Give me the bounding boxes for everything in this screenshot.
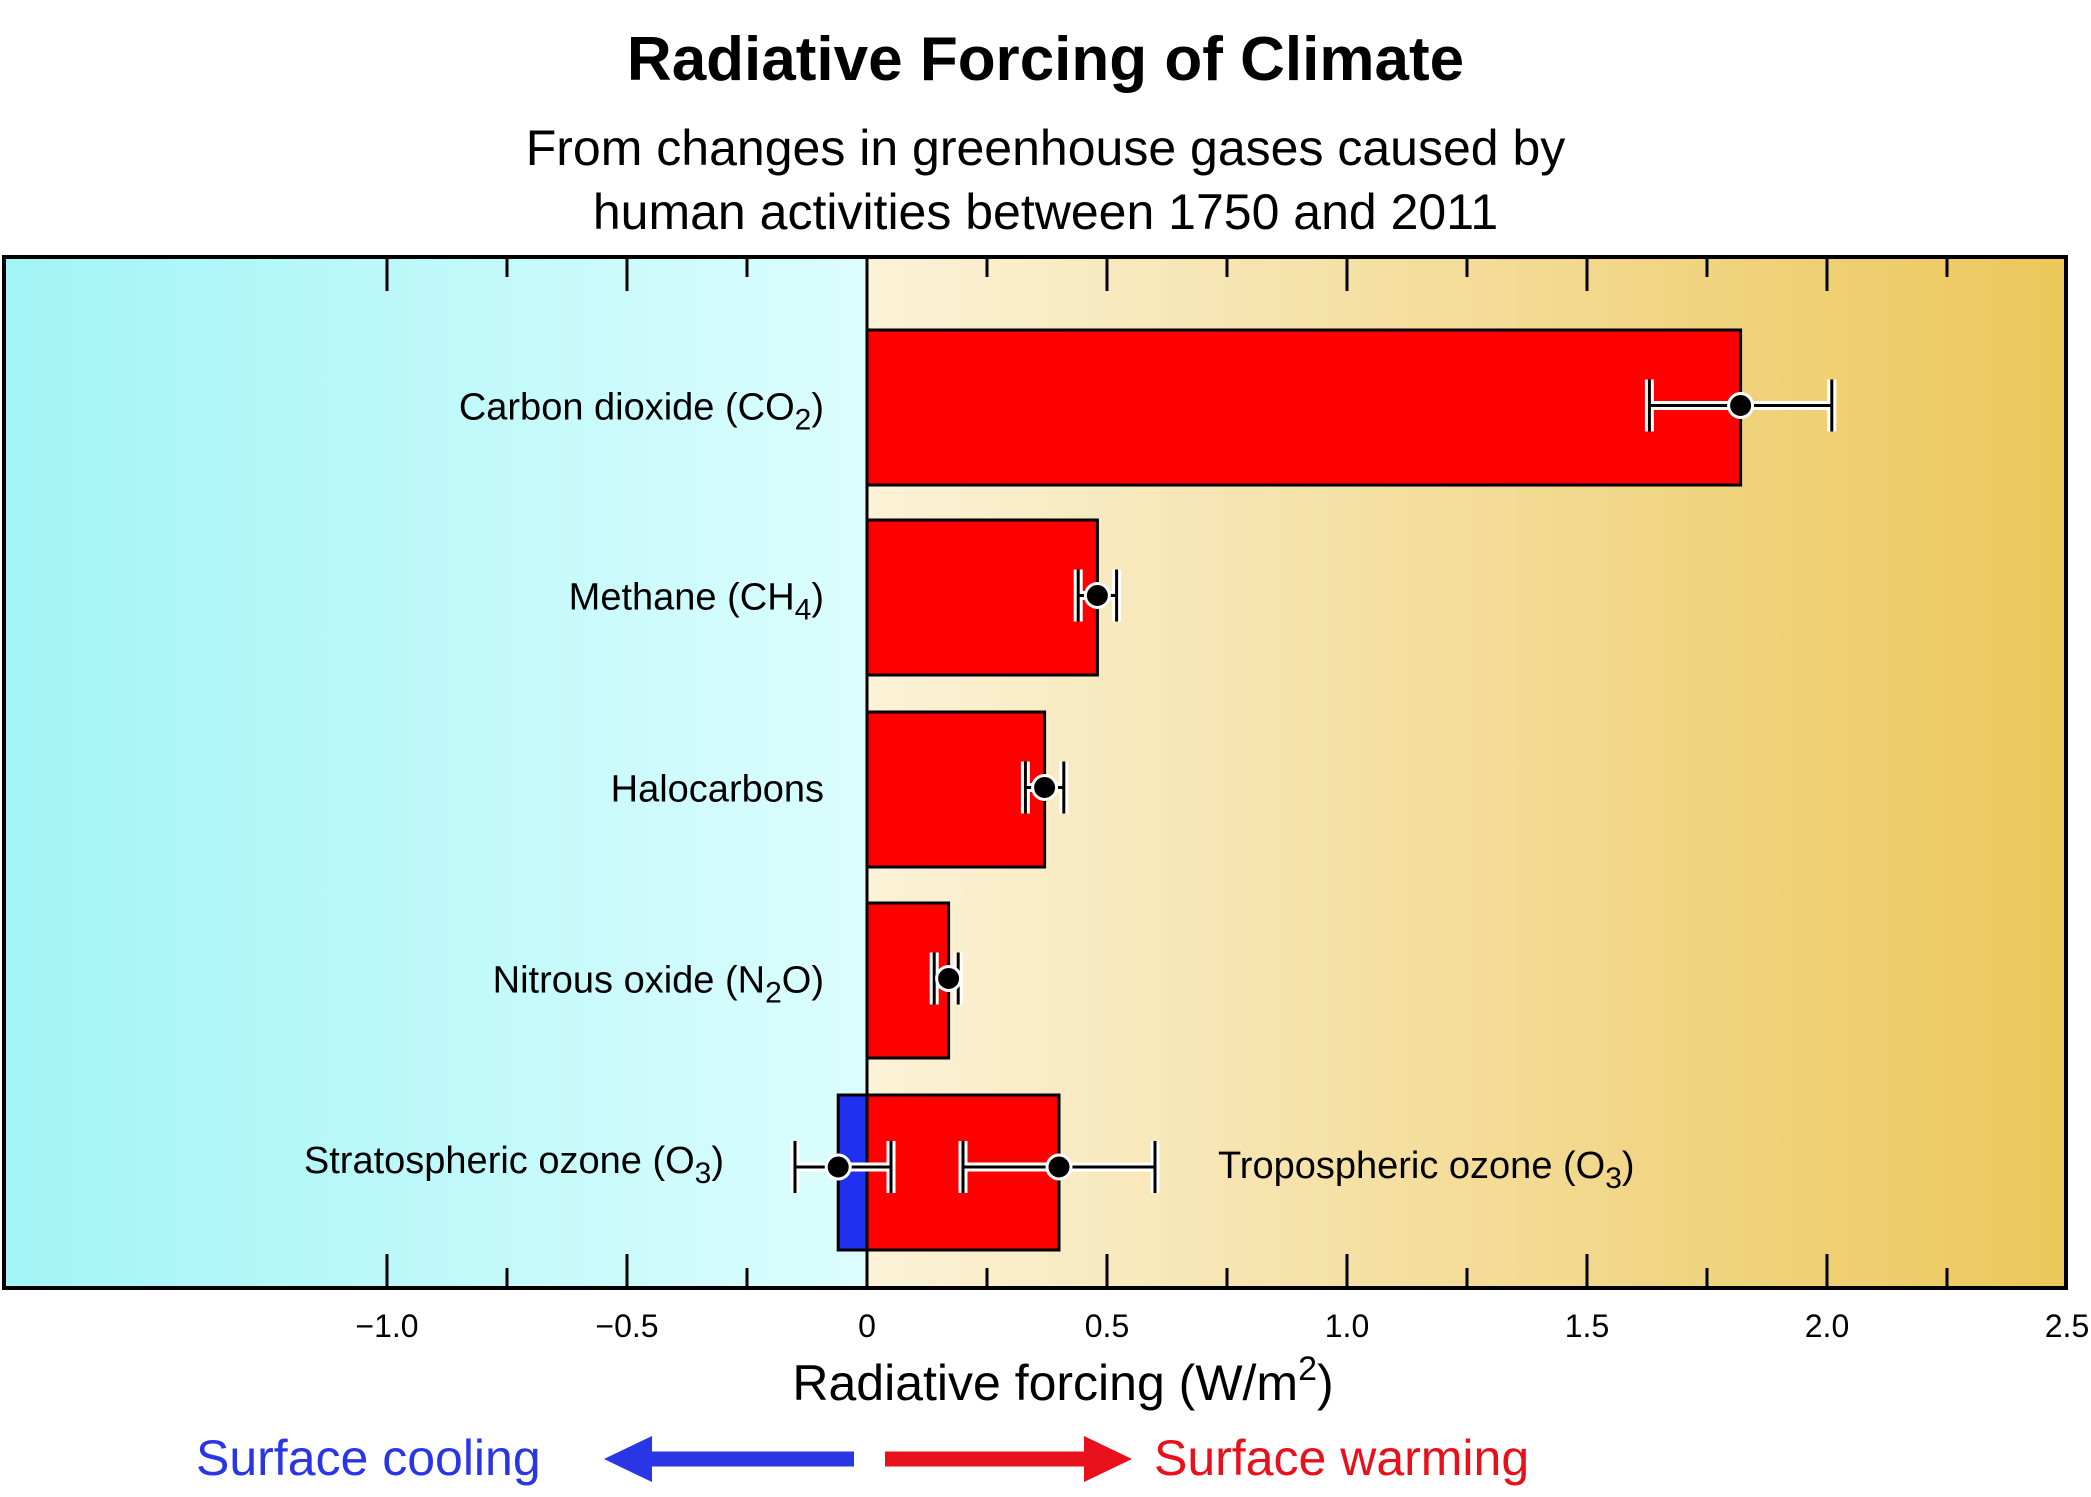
halocarbons-label: Halocarbons	[611, 769, 824, 811]
methane-value-dot	[1083, 582, 1111, 609]
x-axis-label: Radiative forcing (W/m2)	[792, 1350, 1333, 1411]
tick-label: −1.0	[355, 1308, 418, 1344]
halocarbons-bar	[865, 710, 1047, 869]
carbon-dioxide-label: Carbon dioxide (CO2)	[459, 387, 824, 437]
nitrous-oxide-label: Nitrous oxide (N2O)	[493, 960, 824, 1010]
chart-title: Radiative Forcing of Climate	[626, 25, 1465, 94]
methane-bar	[865, 518, 1099, 677]
subtitle-line-1: From changes in greenhouse gases caused …	[525, 120, 1566, 176]
surface-cooling-label: Surface cooling	[196, 1430, 541, 1486]
surface-warming-label: Surface warming	[1154, 1430, 1530, 1486]
tick-label: 1.0	[1325, 1308, 1369, 1344]
carbon-dioxide-value-dot	[1727, 392, 1755, 419]
cooling-arrowhead	[604, 1436, 652, 1482]
tick-label: 1.5	[1565, 1308, 1609, 1344]
tick-label: 0	[858, 1308, 876, 1344]
tick-label: 0.5	[1085, 1308, 1129, 1344]
tropospheric-ozone-label: Tropospheric ozone (O3)	[1218, 1145, 1635, 1195]
plot-frame	[2, 255, 2068, 1290]
tropospheric-ozone-value-dot	[1045, 1153, 1073, 1181]
stratospheric-ozone-label: Stratospheric ozone (O3)	[304, 1140, 724, 1190]
tick-label: 2.0	[1805, 1308, 1849, 1344]
subtitle-line-2: human activities between 1750 and 2011	[592, 184, 1499, 240]
stratospheric-ozone-value-dot	[824, 1153, 852, 1181]
cooling-background	[4, 257, 867, 1288]
chart-subtitle: From changes in greenhouse gases caused …	[0, 116, 2091, 244]
nitrous-oxide-value-dot	[935, 965, 963, 992]
carbon-dioxide-bar	[865, 328, 1743, 487]
tick-label: −0.5	[595, 1308, 658, 1344]
halocarbons-value-dot	[1031, 774, 1059, 801]
tick-label: 2.5	[2045, 1308, 2089, 1344]
methane-label: Methane (CH4)	[569, 577, 824, 627]
warming-arrowhead	[1084, 1436, 1132, 1482]
